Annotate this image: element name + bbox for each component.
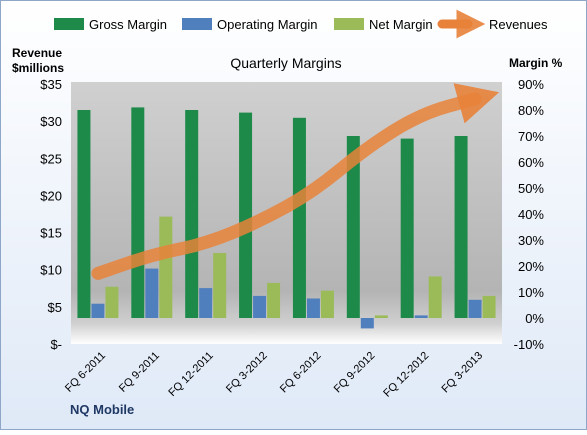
right-tick-label-0: -10% (514, 337, 545, 352)
left-tick-label-6: $30 (40, 114, 62, 129)
bar-operating-margin-4 (307, 299, 320, 319)
legend-label-revenues: Revenues (489, 17, 548, 32)
left-tick-label-2: $10 (40, 263, 62, 278)
left-tick-label-7: $35 (40, 77, 62, 92)
bar-gross-margin-0 (77, 110, 90, 318)
bar-operating-margin-7 (469, 300, 482, 318)
left-tick-label-0: $- (50, 337, 62, 352)
right-tick-label-1: 0% (525, 311, 544, 326)
bar-gross-margin-1 (131, 107, 144, 318)
bar-net-margin-7 (483, 296, 496, 318)
left-tick-label-5: $25 (40, 151, 62, 166)
legend-label-operating-margin: Operating Margin (217, 17, 317, 32)
left-axis-title-line1: Revenue (12, 46, 62, 60)
left-tick-label-4: $20 (40, 188, 62, 203)
bar-operating-margin-2 (199, 288, 212, 318)
legend-swatch-net-margin (334, 18, 364, 30)
legend-label-gross-margin: Gross Margin (89, 17, 167, 32)
legend-item-net-margin: Net Margin (334, 17, 433, 32)
chart-title: Quarterly Margins (230, 55, 341, 71)
right-axis-title: Margin % (509, 56, 563, 70)
left-tick-label-3: $15 (40, 226, 62, 241)
bar-gross-margin-4 (293, 118, 306, 318)
right-tick-label-5: 40% (518, 207, 544, 222)
bar-operating-margin-5 (361, 318, 374, 328)
legend-swatch-gross-margin (54, 18, 84, 30)
company-label: NQ Mobile (70, 402, 134, 417)
bar-operating-margin-3 (253, 296, 266, 318)
bar-net-margin-2 (213, 253, 226, 318)
bar-net-margin-4 (321, 291, 334, 318)
bar-net-margin-6 (429, 276, 442, 318)
right-tick-label-10: 90% (518, 77, 544, 92)
bar-operating-margin-1 (145, 269, 158, 318)
bar-operating-margin-6 (415, 315, 428, 318)
legend-item-gross-margin: Gross Margin (54, 17, 167, 32)
right-tick-label-2: 10% (518, 285, 544, 300)
right-tick-label-7: 60% (518, 155, 544, 170)
bar-net-margin-3 (267, 283, 280, 318)
right-tick-label-4: 30% (518, 233, 544, 248)
bar-gross-margin-3 (239, 113, 252, 318)
bar-net-margin-1 (159, 217, 172, 318)
bar-gross-margin-2 (185, 110, 198, 318)
right-tick-label-6: 50% (518, 181, 544, 196)
bar-net-margin-5 (375, 315, 388, 318)
right-tick-label-8: 70% (518, 129, 544, 144)
right-tick-label-9: 80% (518, 103, 544, 118)
bar-gross-margin-7 (455, 136, 468, 318)
legend-swatch-operating-margin (182, 18, 212, 30)
right-tick-label-3: 20% (518, 259, 544, 274)
bar-gross-margin-6 (401, 139, 414, 318)
left-tick-label-1: $5 (48, 300, 62, 315)
legend-label-net-margin: Net Margin (369, 17, 433, 32)
bar-net-margin-0 (105, 287, 118, 318)
legend-item-operating-margin: Operating Margin (182, 17, 317, 32)
left-axis-title-line2: $millions (12, 61, 64, 75)
bar-operating-margin-0 (91, 304, 104, 318)
